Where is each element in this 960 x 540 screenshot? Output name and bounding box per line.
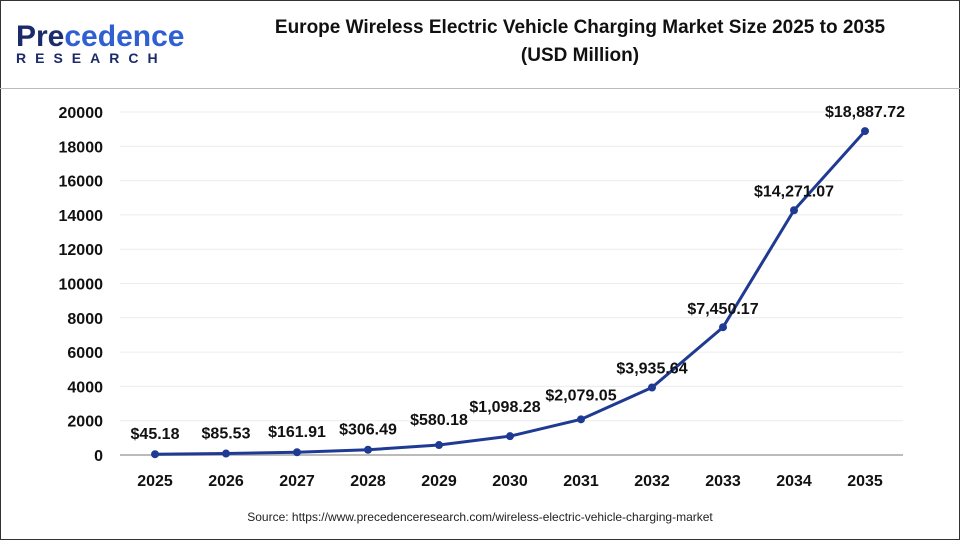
x-tick-label: 2033 (705, 473, 741, 490)
data-point (506, 432, 514, 441)
data-point (364, 445, 372, 454)
logo-sub: RESEARCH (16, 50, 167, 66)
header-divider (0, 88, 960, 89)
y-tick-label: 20000 (59, 105, 104, 122)
y-tick-label: 10000 (59, 277, 104, 294)
data-point (861, 127, 869, 136)
data-label: $580.18 (410, 412, 468, 429)
data-label: $14,271.07 (754, 183, 834, 200)
y-tick-label: 12000 (59, 242, 104, 259)
y-tick-label: 4000 (67, 379, 103, 396)
x-tick-label: 2035 (847, 473, 883, 490)
source-note: Source: https://www.precedenceresearch.c… (247, 510, 713, 524)
logo: Precedence RESEARCH (16, 20, 185, 67)
x-tick-label: 2026 (208, 473, 244, 490)
x-tick-label: 2030 (492, 473, 528, 490)
data-point (790, 206, 798, 215)
data-point (222, 449, 230, 458)
data-point (293, 448, 301, 457)
x-tick-label: 2031 (563, 473, 599, 490)
x-tick-label: 2034 (776, 473, 812, 490)
chart-title: Europe Wireless Electric Vehicle Chargin… (200, 14, 960, 70)
y-tick-label: 6000 (67, 345, 103, 362)
data-label: $85.53 (202, 426, 251, 443)
y-tick-label: 2000 (67, 414, 103, 431)
data-label: $1,098.28 (469, 399, 540, 416)
data-label: $45.18 (131, 426, 180, 443)
data-point (719, 323, 727, 332)
x-tick-label: 2027 (279, 473, 315, 490)
data-label: $7,450.17 (687, 301, 758, 318)
data-label: $2,079.05 (545, 387, 616, 404)
subtitle-text: (USD Million) (520, 45, 640, 66)
y-tick-label: 14000 (59, 208, 104, 225)
data-point (435, 441, 443, 450)
y-tick-label: 16000 (59, 174, 104, 191)
x-tick-label: 2032 (634, 473, 670, 490)
y-tick-label: 0 (94, 448, 103, 465)
data-label: $3,935.64 (616, 361, 687, 378)
data-point (648, 383, 656, 392)
data-point (577, 415, 585, 424)
x-tick-label: 2025 (137, 473, 173, 490)
title-text: Europe Wireless Electric Vehicle Chargin… (274, 17, 886, 38)
data-point (151, 450, 159, 459)
y-tick-label: 8000 (67, 311, 103, 328)
data-label: $306.49 (339, 422, 397, 439)
x-tick-label: 2029 (421, 473, 457, 490)
y-tick-label: 18000 (59, 139, 104, 156)
x-tick-label: 2028 (350, 473, 386, 490)
data-label: $161.91 (268, 424, 326, 441)
data-label: $18,887.72 (825, 104, 905, 121)
logo-main: Precedence (16, 20, 185, 53)
